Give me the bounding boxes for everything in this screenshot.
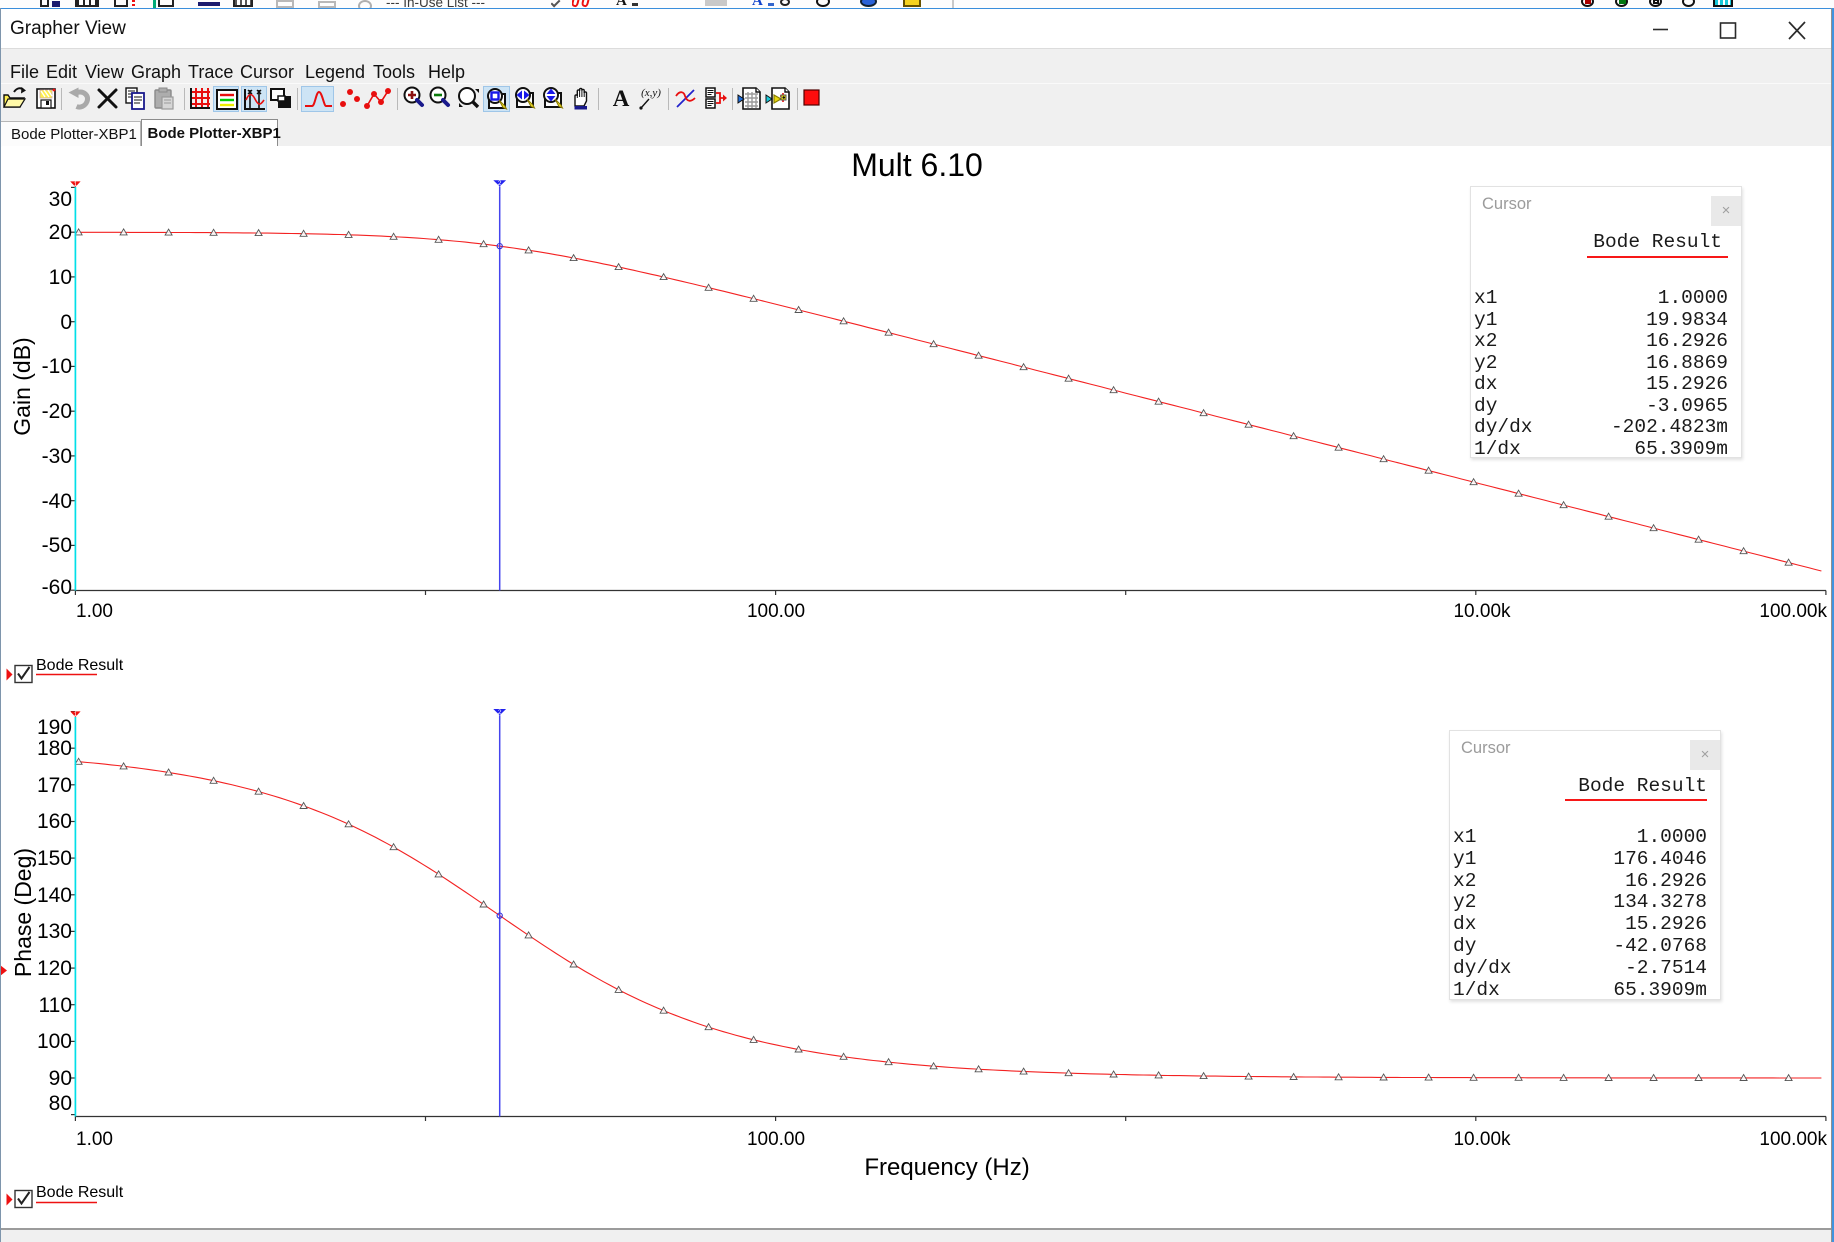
svg-text:1: 1 (74, 182, 78, 188)
svg-text:170: 170 (37, 774, 72, 797)
svg-text:Bode Result: Bode Result (36, 657, 124, 674)
svg-text:-20: -20 (42, 400, 72, 423)
svg-text:100: 100 (37, 1030, 72, 1053)
svg-text:100.00: 100.00 (747, 601, 805, 622)
svg-text:1.00: 1.00 (76, 1129, 113, 1150)
svg-text:100.00k: 100.00k (1759, 1129, 1827, 1150)
svg-text:Frequency (Hz): Frequency (Hz) (864, 1154, 1029, 1181)
svg-text:-40: -40 (42, 490, 72, 513)
svg-text:30: 30 (49, 188, 72, 211)
svg-text:1.00: 1.00 (76, 601, 113, 622)
svg-text:90: 90 (49, 1067, 72, 1090)
svg-text:10.00k: 10.00k (1453, 601, 1511, 622)
svg-text:0: 0 (60, 311, 72, 334)
svg-text:130: 130 (37, 920, 72, 943)
svg-text:100.00: 100.00 (747, 1129, 805, 1150)
svg-text:10: 10 (49, 266, 72, 289)
svg-text:140: 140 (37, 884, 72, 907)
svg-text:180: 180 (37, 737, 72, 760)
svg-text:-50: -50 (42, 534, 72, 557)
svg-text:80: 80 (49, 1092, 72, 1115)
svg-text:-30: -30 (42, 445, 72, 468)
svg-text:2: 2 (498, 180, 502, 187)
svg-text:150: 150 (37, 847, 72, 870)
svg-text:20: 20 (49, 221, 72, 244)
svg-text:100.00k: 100.00k (1759, 601, 1827, 622)
svg-text:Phase (Deg): Phase (Deg) (10, 848, 36, 977)
svg-text:190: 190 (37, 716, 72, 739)
svg-text:-10: -10 (42, 355, 72, 378)
svg-text:2: 2 (498, 709, 502, 716)
svg-text:160: 160 (37, 810, 72, 833)
svg-text:110: 110 (39, 994, 72, 1017)
svg-text:1: 1 (74, 712, 78, 718)
svg-text:Mult 6.10: Mult 6.10 (851, 147, 983, 183)
svg-text:-60: -60 (42, 576, 72, 599)
svg-text:Gain (dB): Gain (dB) (9, 337, 35, 435)
svg-text:Bode Result: Bode Result (36, 1184, 124, 1201)
svg-text:120: 120 (37, 957, 72, 980)
svg-text:10.00k: 10.00k (1453, 1129, 1511, 1150)
